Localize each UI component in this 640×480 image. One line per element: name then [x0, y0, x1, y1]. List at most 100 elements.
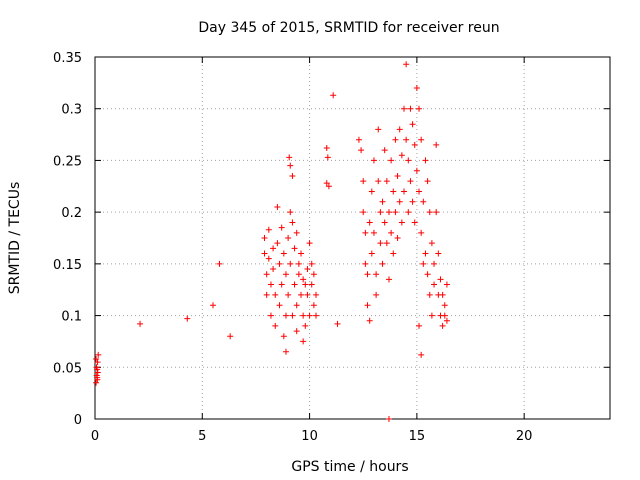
data-point — [276, 302, 283, 309]
data-point — [411, 219, 418, 226]
data-point — [325, 183, 332, 190]
data-point — [293, 328, 300, 335]
data-point — [426, 209, 433, 216]
data-point — [407, 178, 414, 185]
data-point — [401, 188, 407, 195]
data-point — [431, 260, 438, 267]
data-point — [364, 271, 371, 278]
data-point — [137, 320, 144, 327]
data-point — [324, 154, 331, 161]
data-point — [390, 250, 397, 257]
data-point — [420, 260, 427, 267]
data-point — [323, 180, 330, 187]
data-point — [437, 276, 444, 283]
data-point — [261, 250, 268, 257]
data-point — [313, 291, 320, 298]
data-point — [289, 312, 296, 319]
data-point — [286, 154, 293, 161]
data-point — [409, 198, 416, 205]
data-point — [370, 229, 377, 236]
data-point — [302, 281, 309, 288]
data-point — [428, 312, 435, 319]
y-tick-label: 0.1 — [61, 310, 82, 325]
data-point — [379, 198, 386, 205]
data-point — [278, 281, 285, 288]
data-point — [276, 260, 283, 267]
x-tick-label: 15 — [409, 429, 426, 444]
data-point — [392, 136, 399, 143]
data-point — [377, 209, 384, 216]
data-point — [394, 172, 401, 179]
data-point — [405, 209, 412, 216]
data-point — [270, 266, 277, 273]
data-point — [418, 136, 425, 143]
data-point — [439, 322, 446, 329]
data-point — [366, 219, 373, 226]
data-point — [443, 281, 450, 288]
data-point — [282, 348, 289, 355]
data-point — [300, 312, 307, 319]
data-point — [443, 317, 450, 324]
data-point — [282, 271, 289, 278]
data-point — [383, 240, 390, 247]
data-point — [278, 224, 285, 231]
chart-title: Day 345 of 2015, SRMTID for receiver reu… — [198, 20, 499, 36]
data-point — [261, 235, 268, 241]
data-point — [285, 291, 292, 298]
data-point — [93, 364, 100, 371]
data-point — [396, 198, 403, 205]
y-axis-label: SRMTID / TECUs — [7, 182, 23, 295]
data-point — [310, 271, 317, 278]
data-point — [392, 209, 399, 216]
data-point — [413, 85, 420, 92]
data-point — [270, 245, 277, 252]
data-point — [280, 333, 287, 340]
data-point — [94, 376, 101, 383]
y-tick-label: 0.25 — [53, 154, 82, 169]
data-point — [368, 250, 375, 257]
data-point — [293, 302, 300, 309]
data-point — [93, 379, 100, 386]
data-point — [358, 147, 365, 154]
data-point — [401, 105, 407, 112]
x-tick-label: 10 — [301, 429, 318, 444]
data-point — [289, 172, 296, 179]
data-point — [426, 291, 433, 298]
data-point — [287, 209, 294, 216]
data-point — [381, 147, 388, 154]
data-point — [274, 203, 281, 210]
data-point — [366, 317, 373, 324]
data-point — [433, 141, 440, 148]
data-point — [431, 281, 438, 288]
data-point — [274, 240, 281, 247]
data-point — [302, 322, 309, 329]
data-point — [385, 276, 392, 283]
data-points — [93, 61, 450, 422]
data-point — [263, 291, 270, 298]
data-point — [291, 245, 298, 252]
data-point — [388, 229, 395, 236]
data-point — [313, 312, 320, 319]
data-point — [390, 188, 397, 195]
data-point — [439, 291, 446, 298]
axis-ticks: 0 5 10 15 20 0 0.05 0.1 0.15 0.2 0.25 0.3 0.35 — [53, 51, 610, 444]
data-point — [373, 291, 380, 298]
data-point — [300, 276, 307, 283]
data-point — [411, 141, 418, 148]
data-point — [304, 291, 311, 298]
data-point — [416, 105, 423, 112]
grid — [95, 57, 610, 419]
data-point — [293, 229, 300, 236]
data-point — [360, 178, 367, 185]
data-point — [272, 322, 279, 329]
data-point — [396, 126, 403, 133]
x-tick-label: 5 — [198, 429, 206, 444]
data-point — [280, 250, 287, 257]
data-point — [330, 92, 337, 99]
x-tick-label: 20 — [516, 429, 533, 444]
data-point — [310, 302, 317, 309]
data-point — [295, 260, 302, 267]
data-point — [93, 356, 100, 363]
data-point — [398, 152, 405, 159]
data-point — [416, 188, 423, 195]
